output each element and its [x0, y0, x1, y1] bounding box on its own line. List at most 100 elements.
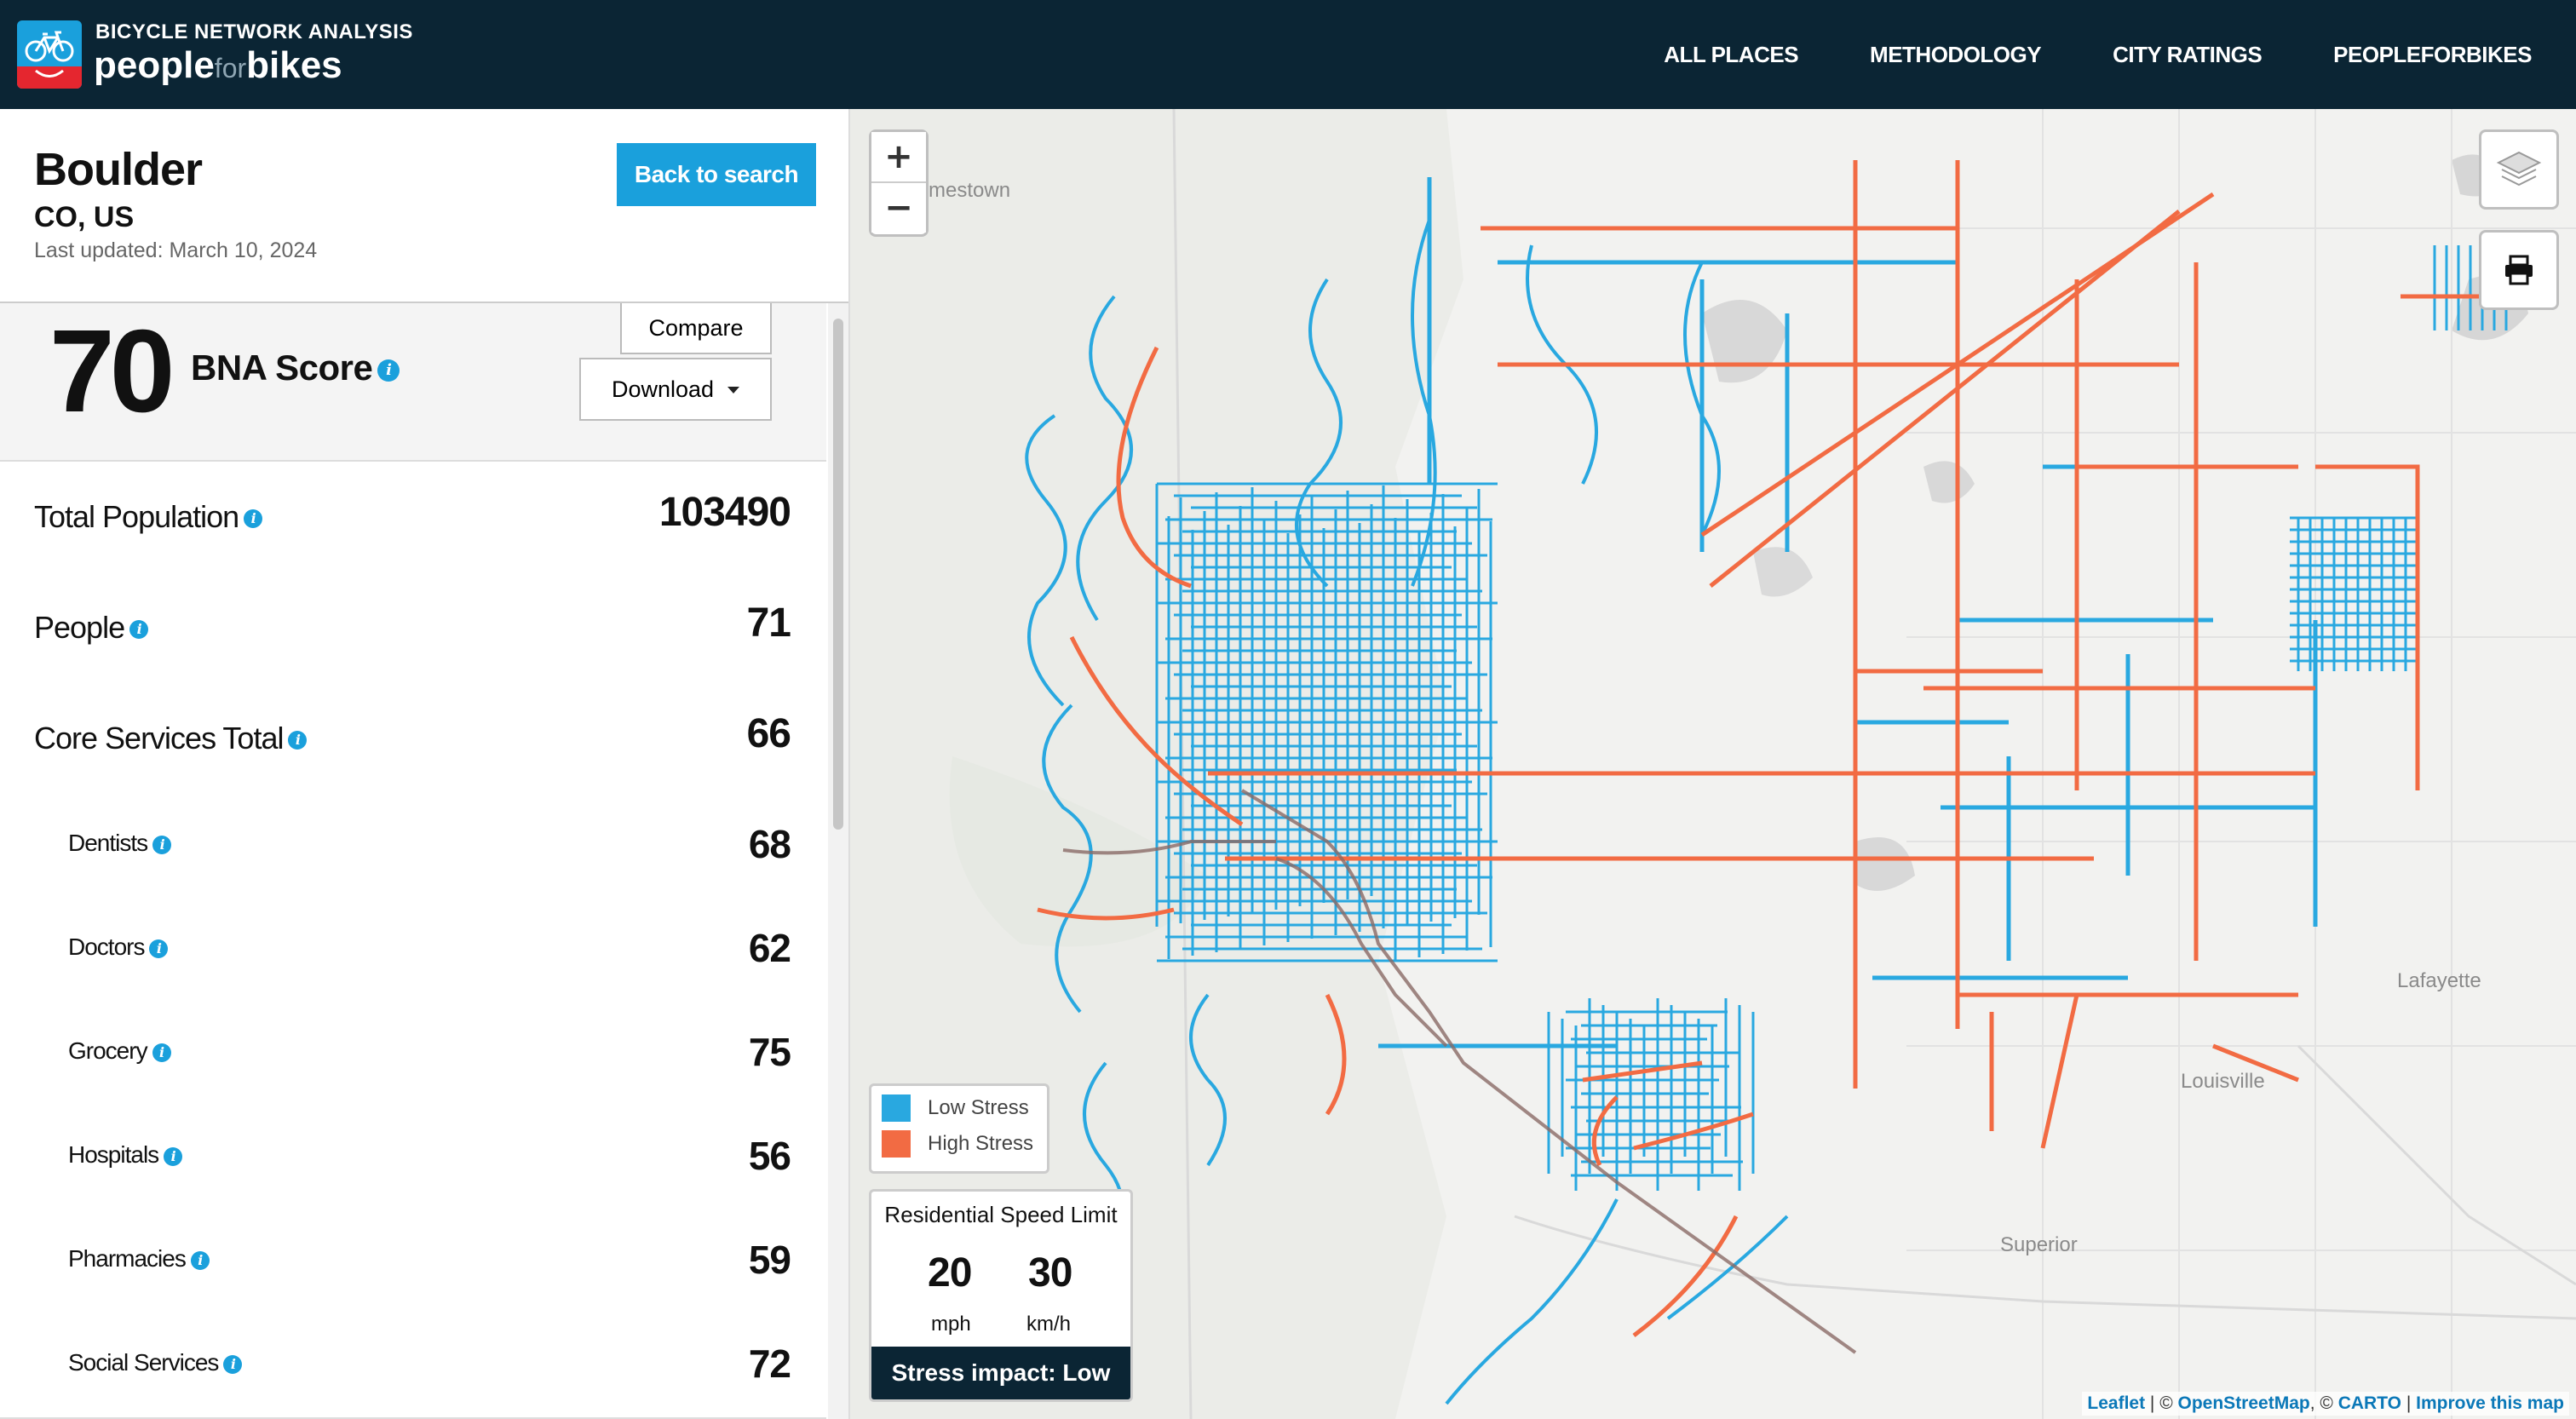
zoom-control: + − [869, 129, 929, 237]
attribution-separator: | [2401, 1393, 2417, 1413]
metric-label-text: Hospitals [68, 1141, 159, 1168]
print-button[interactable] [2479, 230, 2559, 310]
info-icon[interactable]: i [152, 1043, 171, 1062]
info-icon[interactable]: i [288, 731, 308, 750]
city-region: CO, US [34, 201, 135, 233]
metric-label: Grocery i [68, 1037, 171, 1065]
city-header: Boulder CO, US Last updated: March 10, 2… [0, 109, 848, 303]
caret-down-icon [727, 387, 740, 394]
info-icon[interactable]: i [223, 1354, 243, 1374]
speed-mph-unit: mph [931, 1313, 971, 1336]
legend-swatch [882, 1130, 911, 1158]
brand-subtitle: BICYCLE NETWORK ANALYSIS [95, 20, 413, 43]
back-to-search-button[interactable]: Back to search [617, 143, 816, 206]
nav-methodology[interactable]: METHODOLOGY [1870, 41, 2042, 67]
bna-score-block: 70 BNA Score i Compare Download [0, 303, 826, 462]
metric-row: Total Population i 103490 [0, 462, 826, 574]
zoom-out-button[interactable]: − [871, 183, 926, 233]
info-icon[interactable]: i [244, 509, 263, 529]
metric-value: 66 [746, 711, 791, 756]
metric-label-text: Social Services [68, 1349, 219, 1376]
metric-label: Core Services Total i [34, 721, 308, 756]
zoom-in-button[interactable]: + [871, 132, 926, 181]
site-header: BICYCLE NETWORK ANALYSIS peopleforbikes … [0, 0, 2576, 109]
nav-peopleforbikes[interactable]: PEOPLEFORBIKES [2333, 41, 2532, 67]
metric-row: Doctors i 62 [0, 898, 826, 1003]
sidebar: Boulder CO, US Last updated: March 10, 2… [0, 109, 850, 1419]
stress-legend: Low Stress High Stress [869, 1083, 1049, 1174]
nav-all-places[interactable]: ALL PLACES [1664, 41, 1799, 67]
speed-limit-title: Residential Speed Limit [884, 1202, 1118, 1227]
bna-score-label-text: BNA Score [191, 348, 373, 388]
metric-label: Doctors i [68, 934, 169, 961]
metric-value: 103490 [658, 490, 791, 535]
brand-people: people [94, 44, 215, 86]
logo[interactable] [17, 20, 82, 89]
legend-high-stress: High Stress [882, 1130, 1033, 1158]
metric-label: People i [34, 610, 149, 646]
metric-row: Dentists i 68 [0, 794, 826, 899]
metric-label: Social Services i [68, 1349, 243, 1376]
carto-link[interactable]: CARTO [2337, 1393, 2401, 1413]
metric-row: People i 71 [0, 572, 826, 685]
metric-value: 68 [748, 822, 791, 866]
metric-label-text: Grocery [68, 1037, 148, 1064]
attribution-separator: | © [2145, 1393, 2178, 1413]
info-icon[interactable]: i [164, 1146, 183, 1166]
leaflet-link[interactable]: Leaflet [2087, 1393, 2146, 1413]
city-name: Boulder [34, 144, 203, 195]
metric-row: Hospitals i 56 [0, 1106, 826, 1211]
brand-for: for [214, 53, 247, 83]
bicycle-icon [25, 31, 74, 62]
stress-impact: Stress impact: Low [871, 1347, 1130, 1399]
speed-mph-value: 20 [928, 1250, 972, 1295]
metric-row: Core Services Total i 66 [0, 683, 826, 796]
download-label: Download [611, 376, 715, 402]
info-icon[interactable]: i [377, 359, 400, 382]
metric-value: 72 [748, 1341, 791, 1386]
layers-icon [2496, 151, 2542, 187]
print-icon [2505, 255, 2533, 285]
download-button[interactable]: Download [579, 358, 772, 421]
metric-value: 75 [748, 1030, 791, 1074]
legend-low-stress: Low Stress [882, 1094, 1029, 1122]
brand-name[interactable]: peopleforbikes [94, 44, 342, 87]
info-icon[interactable]: i [190, 1250, 210, 1270]
metric-value: 56 [748, 1134, 791, 1178]
metric-row: Grocery i 75 [0, 1002, 826, 1107]
place-label: Louisville [2181, 1070, 2265, 1093]
brand-bikes: bikes [246, 44, 342, 86]
improve-map-link[interactable]: Improve this map [2416, 1393, 2564, 1413]
metric-value: 59 [748, 1238, 791, 1282]
legend-low-label: Low Stress [928, 1096, 1029, 1119]
legend-swatch [882, 1094, 911, 1122]
map-attribution: Leaflet | © OpenStreetMap, © CARTO | Imp… [2082, 1392, 2569, 1416]
metrics-scroll-area[interactable]: 70 BNA Score i Compare Download Total Pop… [0, 303, 826, 1419]
metric-value: 62 [748, 926, 791, 970]
info-icon[interactable]: i [152, 835, 172, 854]
speed-limit-panel: Residential Speed Limit 20 30 mph km/h S… [869, 1189, 1133, 1402]
place-label: Lafayette [2397, 969, 2481, 992]
attribution-separator: , © [2309, 1393, 2338, 1413]
last-updated-date: March 10, 2024 [169, 238, 318, 262]
compare-button[interactable]: Compare [620, 303, 772, 354]
bna-score-label: BNA Score i [191, 348, 400, 388]
speed-kmh-value: 30 [1028, 1250, 1072, 1295]
metric-row: Pharmacies i 59 [0, 1209, 826, 1315]
place-label: Superior [2000, 1233, 2078, 1256]
metric-value: 71 [746, 600, 791, 646]
layers-button[interactable] [2479, 129, 2559, 210]
metric-label-text: Dentists [68, 830, 148, 856]
metric-label: Pharmacies i [68, 1245, 210, 1273]
info-icon[interactable]: i [129, 620, 149, 640]
map[interactable]: mestown Lafayette Louisville Superior + … [850, 109, 2576, 1419]
metric-label: Hospitals i [68, 1141, 183, 1169]
metric-label-text: Doctors [68, 934, 145, 960]
scrollbar-thumb[interactable] [833, 319, 843, 830]
info-icon[interactable]: i [149, 939, 169, 958]
metric-label: Dentists i [68, 830, 172, 857]
legend-high-label: High Stress [928, 1132, 1034, 1155]
metric-label: Total Population i [34, 499, 263, 535]
nav-city-ratings[interactable]: CITY RATINGS [2113, 41, 2263, 67]
osm-link[interactable]: OpenStreetMap [2177, 1393, 2310, 1413]
